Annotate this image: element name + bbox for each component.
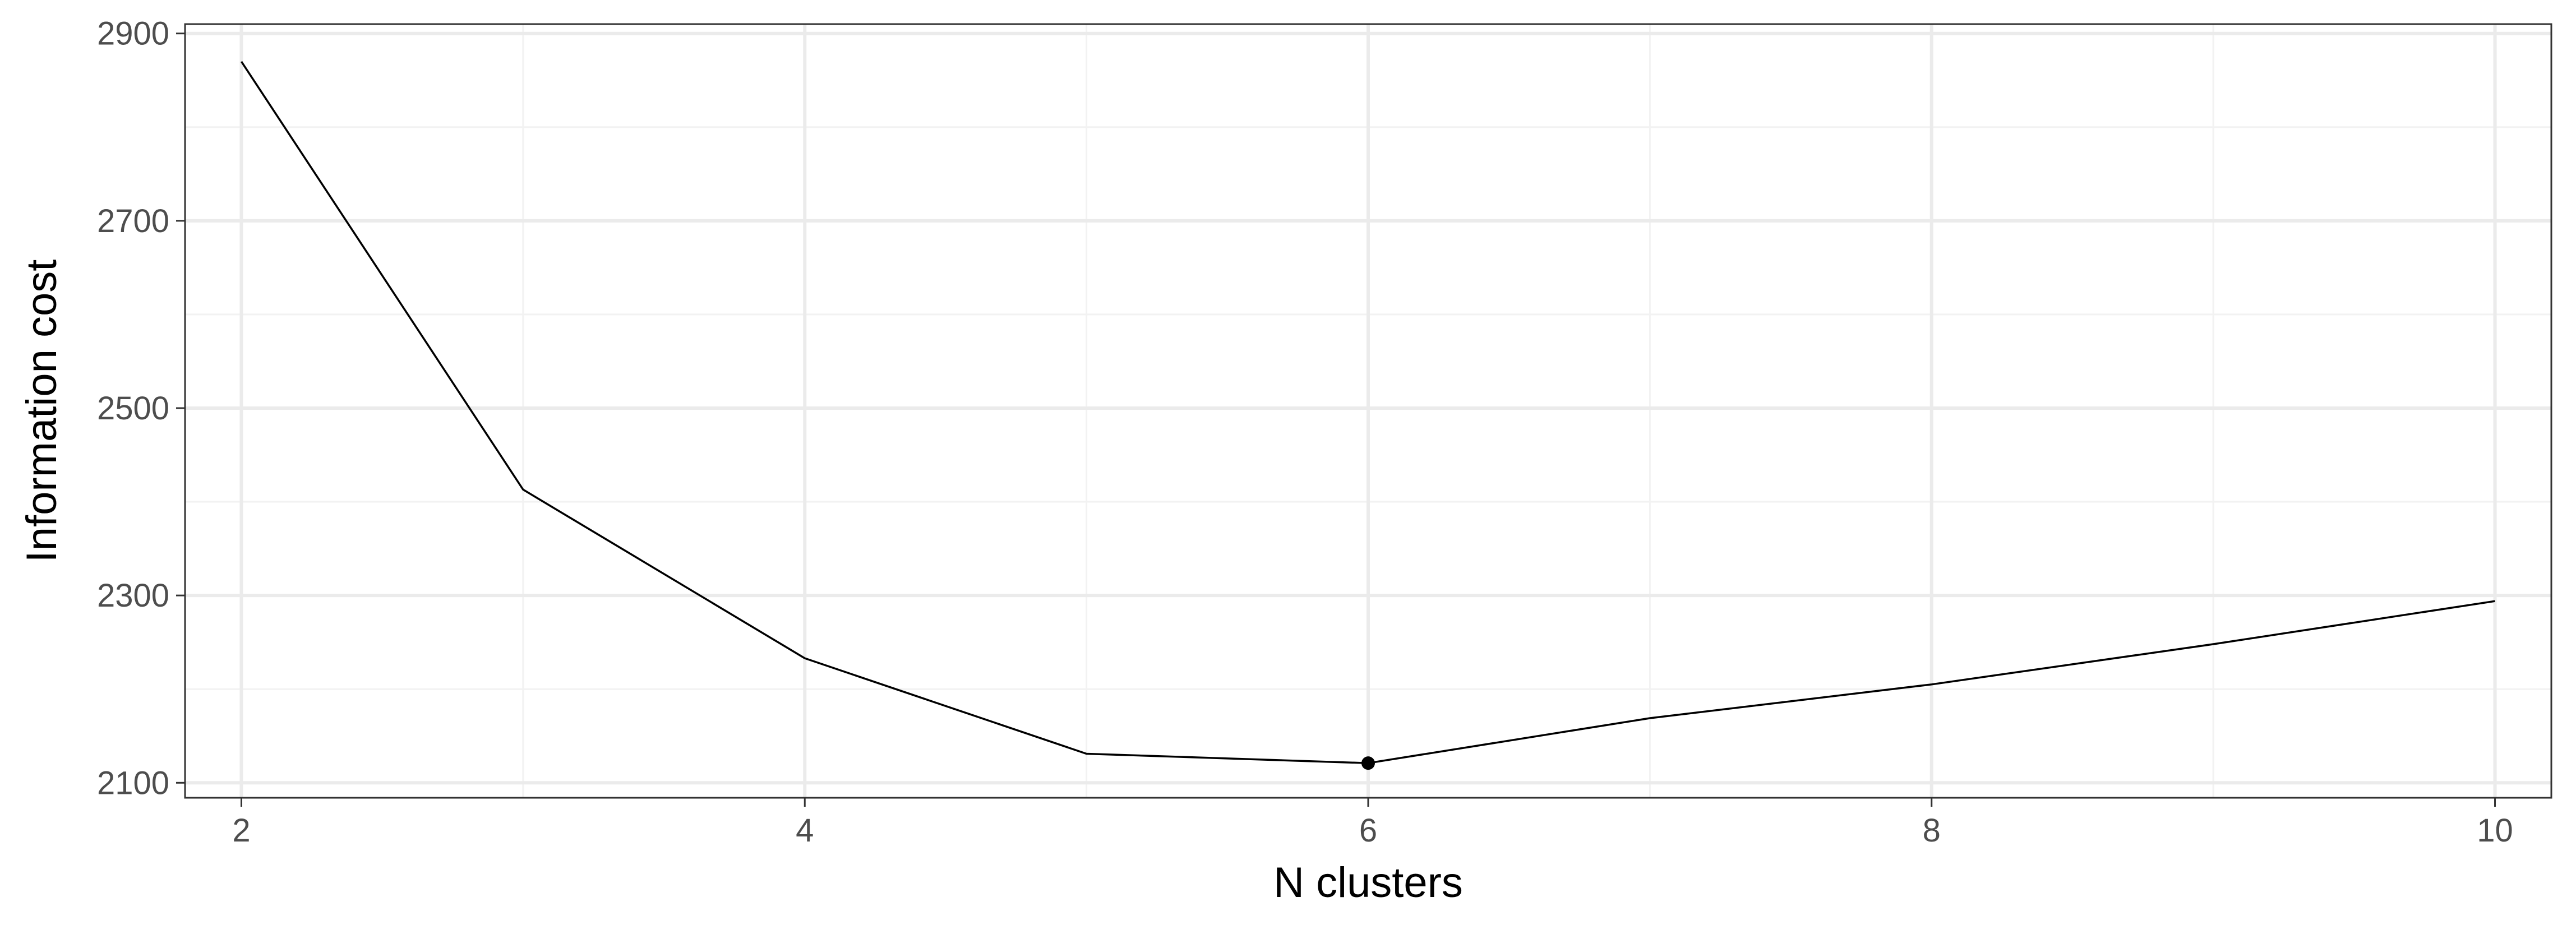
x-axis-ticks: 2 4 6 8 10	[232, 798, 2513, 849]
y-tick-label: 2300	[97, 577, 169, 614]
x-tick-label: 10	[2477, 812, 2513, 849]
y-tick-label: 2900	[97, 16, 169, 52]
highlight-point	[1361, 756, 1375, 770]
x-tick-label: 6	[1359, 812, 1377, 849]
major-gridlines	[185, 24, 2551, 798]
y-axis-ticks: 2100 2300 2500 2700 2900	[97, 16, 185, 801]
x-tick-label: 8	[1923, 812, 1941, 849]
y-tick-label: 2100	[97, 765, 169, 801]
series-layer	[241, 61, 2495, 770]
y-axis-title: Information cost	[18, 260, 66, 563]
x-tick-label: 4	[796, 812, 814, 849]
x-axis-title: N clusters	[1273, 859, 1463, 907]
y-tick-label: 2500	[97, 390, 169, 427]
y-tick-label: 2700	[97, 203, 169, 239]
x-tick-label: 2	[232, 812, 250, 849]
